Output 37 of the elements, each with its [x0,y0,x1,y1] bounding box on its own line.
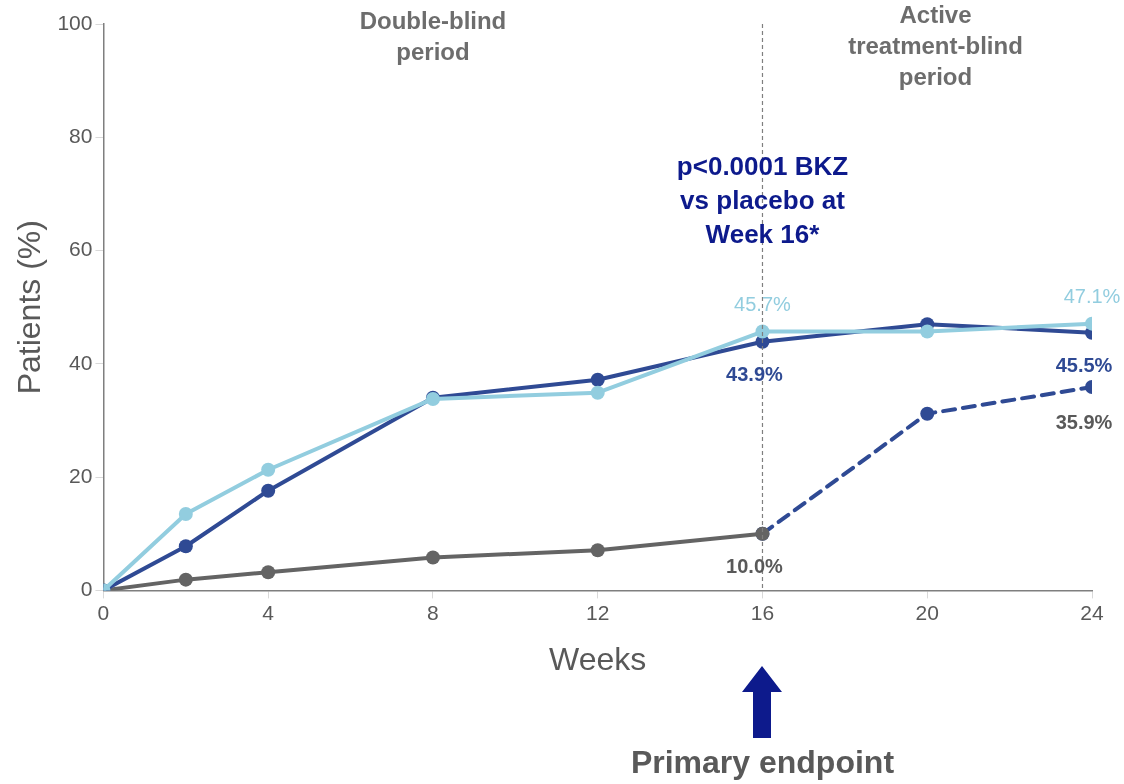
data-label: 47.1% [1063,285,1121,308]
x-axis-title: Weeks [549,640,647,677]
x-tick-label: 16 [750,600,775,624]
point [261,462,276,477]
data-label: 10.0% [726,555,784,578]
point [755,324,770,339]
data-label: 35.9% [1055,410,1113,433]
y-axis-title: Patients (%) [11,220,48,395]
data-label: 43.9% [726,363,784,386]
data-label: 45.7% [734,293,792,316]
point [178,506,193,521]
point [178,572,193,587]
y-tick-label: 80 [69,124,93,148]
point [261,565,276,580]
x-tick-label: 12 [586,600,610,624]
point [920,324,935,339]
x-tick-label: 20 [915,600,939,624]
point [590,385,605,400]
point [590,372,605,387]
annotation: Active treatment-blind period [848,0,1023,91]
x-tick-label: 24 [1080,600,1104,624]
annotation: p<0.0001 BKZ vs placebo at Week 16* [676,151,849,249]
point [178,539,193,554]
x-tick-label: 8 [427,600,439,624]
y-tick-label: 40 [69,350,93,374]
annotation: Double-blind period [359,6,507,65]
y-tick-label: 0 [80,577,93,601]
point [261,483,276,498]
point [425,550,440,565]
text: Primary endpoint [630,743,895,780]
x-tick-label: 4 [262,600,275,624]
point [590,543,605,558]
data-label: 45.5% [1055,354,1113,377]
y-tick-label: 100 [57,10,93,34]
y-tick-label: 60 [69,237,93,261]
x-tick-label: 0 [97,600,110,624]
y-tick-label: 20 [69,463,93,487]
